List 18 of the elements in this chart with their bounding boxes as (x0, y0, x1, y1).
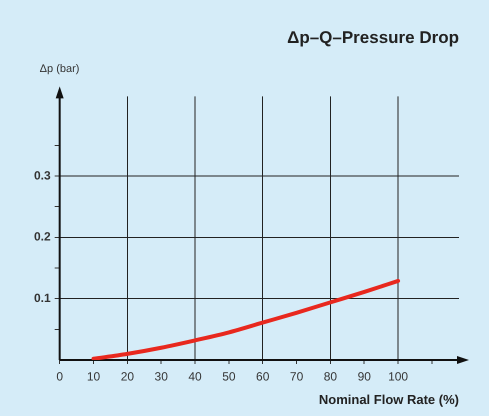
x-tick-label: 80 (324, 370, 338, 384)
x-tick-label: 50 (222, 370, 236, 384)
y-tick-label: 0.2 (34, 230, 51, 244)
x-tick-label: 70 (290, 370, 304, 384)
x-tick-label: 60 (256, 370, 270, 384)
x-tick-label: 100 (388, 370, 408, 384)
x-tick-label: 90 (358, 370, 372, 384)
y-tick-label: 0.3 (34, 168, 51, 182)
x-tick-label: 40 (188, 370, 202, 384)
y-axis-title: Δp (bar) (40, 62, 80, 75)
x-tick-label: 20 (120, 370, 134, 384)
x-axis-title: Nominal Flow Rate (%) (318, 392, 459, 407)
x-tick-label: 10 (86, 370, 101, 384)
chart-title: Δp–Q–Pressure Drop (287, 28, 459, 47)
line-series (92, 278, 400, 360)
x-tick-label: 0 (56, 370, 64, 384)
y-tick-label: 0.1 (34, 291, 51, 306)
x-tick-label: 30 (154, 370, 168, 384)
